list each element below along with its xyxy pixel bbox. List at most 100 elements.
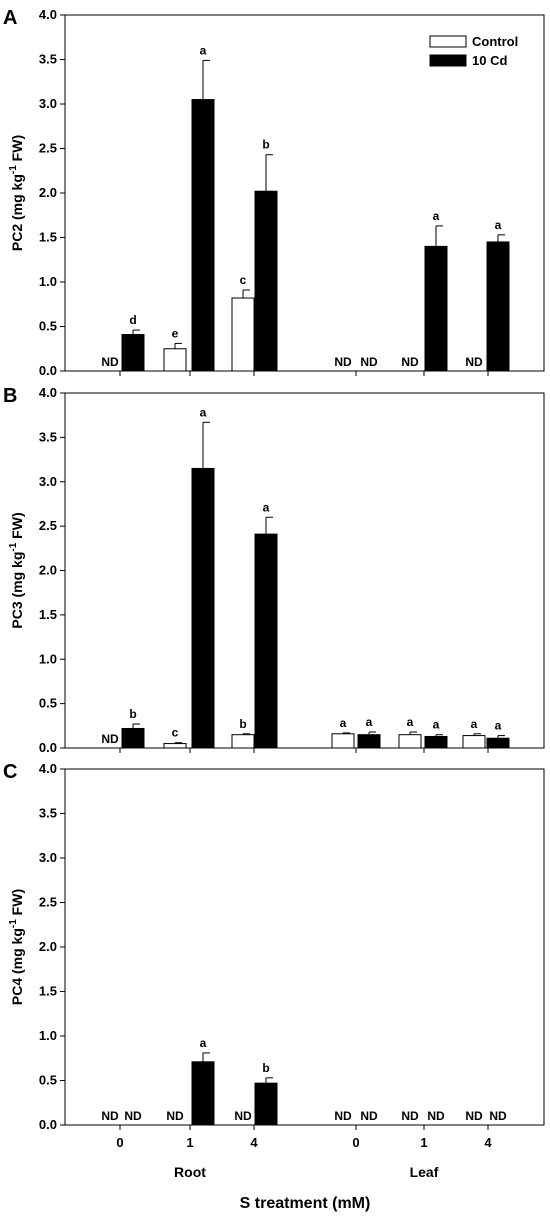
significance-letter: a [471,717,478,731]
significance-letter: b [262,138,269,152]
bar-10-cd [191,467,215,749]
bar-control [231,297,255,372]
significance-letter: a [433,718,440,732]
group-label-root: Root [174,1164,206,1180]
nd-label: ND [401,1109,419,1123]
x-tick-label: 1 [420,1135,427,1150]
significance-letter: c [172,726,179,740]
y-axis-label: PC3 (mg kg-1 FW) [8,512,25,628]
nd-label: ND [489,1109,507,1123]
bar-10-cd [424,245,448,372]
bar-10-cd [121,727,145,749]
bar-10-cd [424,735,448,749]
panel-letter-A: A [3,7,17,29]
nd-label: ND [166,1109,184,1123]
y-tick-label: 1.5 [39,607,57,622]
bar-control [462,735,486,749]
nd-label: ND [124,1109,142,1123]
significance-letter: a [495,719,502,733]
y-tick-label: 1.0 [39,1028,57,1043]
bar-10-cd [486,737,510,749]
y-axis-label: PC2 (mg kg-1 FW) [8,135,25,251]
y-axis-label: PC4 (mg kg-1 FW) [8,889,25,1005]
significance-letter: c [240,273,247,287]
y-tick-label: 0.5 [39,319,57,334]
x-tick-label: 4 [484,1135,492,1150]
significance-letter: e [172,326,179,340]
y-tick-label: 3.5 [39,806,57,821]
y-tick-label: 3.5 [39,52,57,67]
significance-letter: b [262,1061,269,1075]
legend-swatch-control [429,35,467,48]
y-tick-label: 2.5 [39,518,57,533]
y-tick-label: 2.5 [39,141,57,156]
y-tick-label: 4.0 [39,385,57,400]
bar-10-cd [486,241,510,372]
significance-letter: a [407,715,414,729]
significance-letter: a [495,218,502,232]
x-axis-title: S treatment (mM) [240,1195,371,1212]
nd-label: ND [427,1109,445,1123]
legend-swatch-cd [429,54,467,67]
plot-frame-A [64,14,545,372]
nd-label: ND [360,355,378,369]
nd-label: ND [101,732,119,746]
significance-letter: b [239,717,246,731]
y-tick-label: 3.5 [39,429,57,444]
significance-letter: a [366,715,373,729]
group-label-leaf: Leaf [410,1164,439,1180]
y-tick-label: 1.5 [39,984,57,999]
y-tick-label: 1.0 [39,651,57,666]
nd-label: ND [401,355,419,369]
nd-label: ND [360,1109,378,1123]
y-tick-label: 2.0 [39,563,57,578]
bar-10-cd [121,334,145,372]
nd-label: ND [101,355,119,369]
panel-letter-C: C [3,761,17,783]
bar-10-cd [191,99,215,372]
significance-letter: a [200,43,207,57]
bar-control [398,734,422,749]
bar-10-cd [254,533,278,749]
y-tick-label: 1.0 [39,274,57,289]
y-tick-label: 4.0 [39,7,57,22]
significance-letter: a [263,500,270,514]
bar-10-cd [254,190,278,372]
y-tick-label: 2.5 [39,895,57,910]
significance-letter: a [340,716,347,730]
x-tick-label: 0 [352,1135,359,1150]
y-tick-label: 2.0 [39,185,57,200]
panel-letter-B: B [3,385,17,407]
y-tick-label: 2.0 [39,939,57,954]
bar-10-cd [357,734,381,749]
bar-control [163,743,187,749]
y-tick-label: 3.0 [39,96,57,111]
bar-control [163,348,187,372]
y-tick-label: 0.5 [39,1073,57,1088]
nd-label: ND [465,1109,483,1123]
x-tick-label: 4 [250,1135,258,1150]
nd-label: ND [334,355,352,369]
y-tick-label: 0.0 [39,1117,57,1132]
y-tick-label: 1.5 [39,230,57,245]
plot-frame-C [64,768,545,1126]
significance-letter: b [129,707,136,721]
nd-label: ND [101,1109,119,1123]
bar-control [331,733,355,749]
y-tick-label: 0.0 [39,363,57,378]
significance-letter: d [129,313,136,327]
x-tick-label: 1 [186,1135,193,1150]
y-tick-label: 3.0 [39,850,57,865]
legend-label-cd: 10 Cd [472,53,507,68]
significance-letter: a [200,405,207,419]
bar-10-cd [191,1061,215,1126]
legend-label-control: Control [472,34,518,49]
bar-control [231,734,255,749]
significance-letter: a [200,1036,207,1050]
y-tick-label: 3.0 [39,474,57,489]
nd-label: ND [465,355,483,369]
y-tick-label: 0.0 [39,740,57,755]
y-tick-label: 0.5 [39,696,57,711]
bar-10-cd [254,1082,278,1126]
significance-letter: a [433,209,440,223]
